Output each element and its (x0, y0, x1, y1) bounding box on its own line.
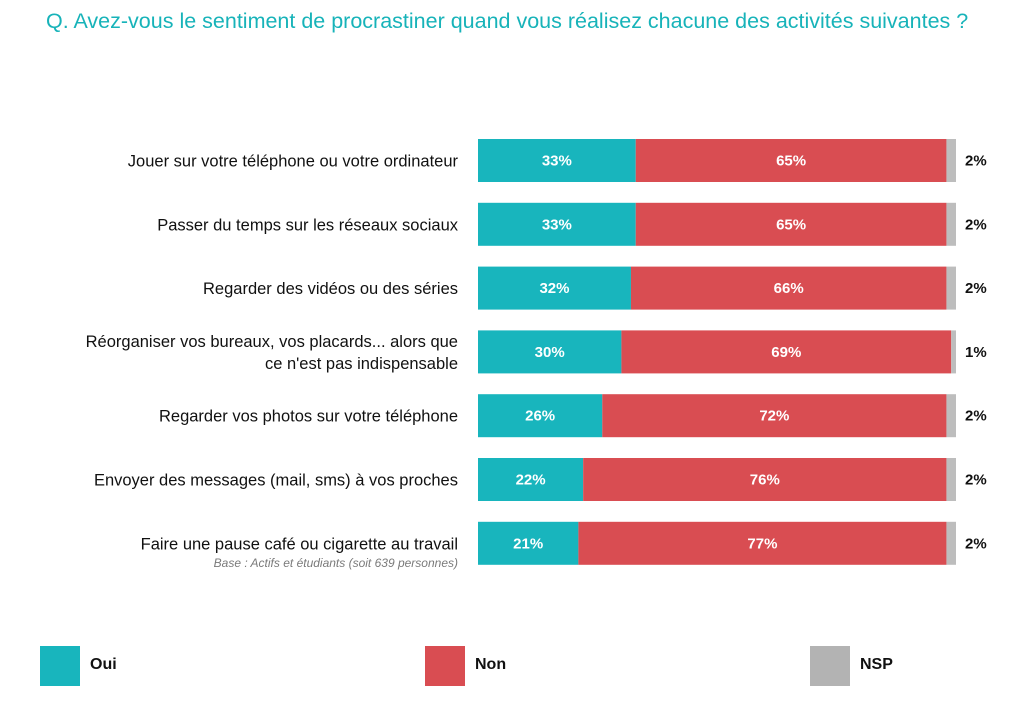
data-label-nsp: 2% (965, 472, 987, 489)
bar-segment-oui (478, 139, 636, 182)
bar-segment-non (578, 521, 947, 565)
bar-segment-nsp (946, 266, 956, 310)
data-label-non: 69% (771, 344, 801, 361)
data-label-oui: 30% (535, 344, 565, 361)
data-label-non: 65% (776, 216, 806, 233)
data-label-nsp: 2% (965, 408, 987, 425)
bar-segment-oui (478, 458, 584, 501)
bar-segment-nsp (946, 139, 956, 182)
bar-segment-nsp (946, 521, 956, 565)
bar-segment-nsp (946, 458, 956, 501)
category-label: Jouer sur votre téléphone ou votre ordin… (128, 153, 459, 171)
data-label-oui: 32% (539, 280, 569, 297)
legend-label-oui: Oui (90, 656, 117, 673)
base-note: Base : Actifs et étudiants (soit 639 per… (214, 556, 458, 570)
bar-segment-oui (478, 266, 631, 310)
chart-title: Q. Avez-vous le sentiment de procrastine… (46, 9, 969, 33)
category-label: Regarder des vidéos ou des séries (203, 280, 458, 298)
bar-segment-oui (478, 394, 603, 438)
bar-segment-non (635, 139, 947, 182)
bar-segment-nsp (951, 330, 956, 374)
category-label: Réorganiser vos bureaux, vos placards...… (86, 333, 458, 351)
legend-swatch-oui (40, 646, 80, 686)
legend-label-non: Non (475, 656, 507, 673)
data-label-nsp: 2% (965, 216, 987, 233)
data-label-oui: 22% (516, 472, 546, 489)
data-label-nsp: 2% (965, 280, 987, 297)
category-label: Regarder vos photos sur votre téléphone (159, 408, 458, 426)
bar-segment-oui (478, 521, 579, 565)
legend-swatch-non (425, 646, 465, 686)
bar-segment-nsp (946, 202, 956, 246)
category-label: Envoyer des messages (mail, sms) à vos p… (94, 472, 458, 490)
stacked-bar-chart: 33% 65% 2% Jouer sur votre téléphone ou vot… (86, 139, 987, 570)
data-label-oui: 33% (542, 216, 572, 233)
data-label-nsp: 2% (965, 153, 987, 170)
data-label-oui: 21% (513, 535, 543, 552)
data-label-non: 77% (747, 535, 777, 552)
legend-swatch-nsp (810, 646, 850, 686)
category-label: Passer du temps sur les réseaux sociaux (157, 216, 459, 234)
bar-segment-non (635, 202, 947, 246)
data-label-non: 65% (776, 153, 806, 170)
data-label-non: 76% (750, 472, 780, 489)
bar-segment-non (621, 330, 952, 374)
category-label: Faire une pause café ou cigarette au tra… (141, 535, 458, 553)
bar-segment-oui (478, 202, 636, 246)
legend-label-nsp: NSP (860, 656, 893, 673)
bar-segment-nsp (946, 394, 956, 438)
data-label-oui: 26% (525, 408, 555, 425)
data-label-nsp: 1% (965, 344, 987, 361)
data-label-oui: 33% (542, 153, 572, 170)
bar-segment-non (630, 266, 947, 310)
bar-segment-non (583, 458, 947, 501)
category-label: ce n'est pas indispensable (265, 355, 458, 373)
data-label-non: 72% (759, 408, 789, 425)
bar-segment-non (602, 394, 947, 438)
data-label-non: 66% (774, 280, 804, 297)
data-label-nsp: 2% (965, 535, 987, 552)
bar-segment-oui (478, 330, 622, 374)
